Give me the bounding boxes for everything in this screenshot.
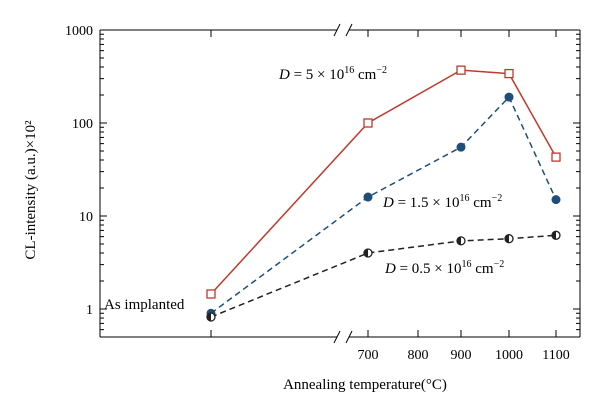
series-label-var: D: [278, 67, 290, 83]
series-label-exponent: 16: [460, 193, 470, 204]
series-label-unit-exponent: −2: [494, 259, 505, 270]
series-label-value: = 5 × 10: [290, 67, 344, 83]
label-layer: D = 5 × 1016 cm−2D = 1.5 × 1016 cm−2D = …: [104, 65, 504, 313]
data-point-circle: [363, 192, 373, 202]
series-label-value: = 0.5 × 10: [396, 261, 462, 277]
data-point-square: [363, 118, 373, 128]
y-tick-label: 100: [72, 117, 93, 132]
series-label-exponent: 16: [344, 65, 354, 76]
series-label-unit: cm: [472, 261, 494, 277]
y-tick-label: 1: [86, 303, 93, 318]
plot-frame: [99, 23, 581, 344]
series-label-var: D: [384, 261, 396, 277]
series-label-var: D: [382, 195, 394, 211]
x-tick-label: 1100: [542, 348, 569, 363]
series-layer: [206, 65, 561, 322]
data-point-square: [206, 289, 216, 299]
y-axis-title: CL-intensity (a.u.)×10²: [23, 120, 39, 260]
x-axis: 700 800 900 1000 1100: [210, 30, 570, 363]
axis-break-mark: [345, 23, 353, 37]
axis-break-mark: [333, 330, 341, 344]
axis-break-mark: [333, 23, 341, 37]
series-label-2: D = 0.5 × 1016 cm−2: [384, 259, 504, 277]
x-tick-label: 700: [358, 348, 379, 363]
data-point-circle: [551, 195, 561, 205]
data-point-circle: [456, 142, 466, 152]
series-label-value: = 1.5 × 10: [394, 195, 460, 211]
series-label-1: D = 1.5 × 1016 cm−2: [382, 193, 502, 211]
data-point-square: [504, 68, 514, 79]
axis-break-mark: [345, 330, 353, 344]
series-label-unit: cm: [354, 67, 376, 83]
as-implanted-label: As implanted: [104, 297, 185, 313]
y-axis: 1 10 100 1000: [65, 24, 580, 338]
data-point-circle: [504, 92, 514, 102]
data-point-square: [551, 152, 561, 162]
data-point-half-fill: [552, 231, 556, 240]
x-axis-title: Annealing temperature(°C): [283, 377, 447, 393]
data-point-half-fill: [457, 236, 461, 245]
series-line-0: [210, 69, 557, 295]
y-tick-label: 10: [79, 210, 93, 225]
x-tick-label: 1000: [495, 348, 523, 363]
data-point-half-fill: [505, 234, 509, 243]
series-line-2: [210, 234, 557, 318]
x-tick-label: 800: [408, 348, 429, 363]
x-tick-label: 900: [451, 348, 472, 363]
series-label-unit: cm: [470, 195, 492, 211]
data-point-half-fill: [207, 313, 211, 322]
series-label-unit-exponent: −2: [492, 193, 503, 204]
data-point-half-fill: [364, 249, 368, 258]
data-point-square: [456, 65, 466, 75]
series-label-unit-exponent: −2: [376, 65, 387, 76]
y-tick-label: 1000: [65, 24, 93, 39]
series-label-0: D = 5 × 1016 cm−2: [278, 65, 387, 83]
series-label-exponent: 16: [462, 259, 472, 270]
